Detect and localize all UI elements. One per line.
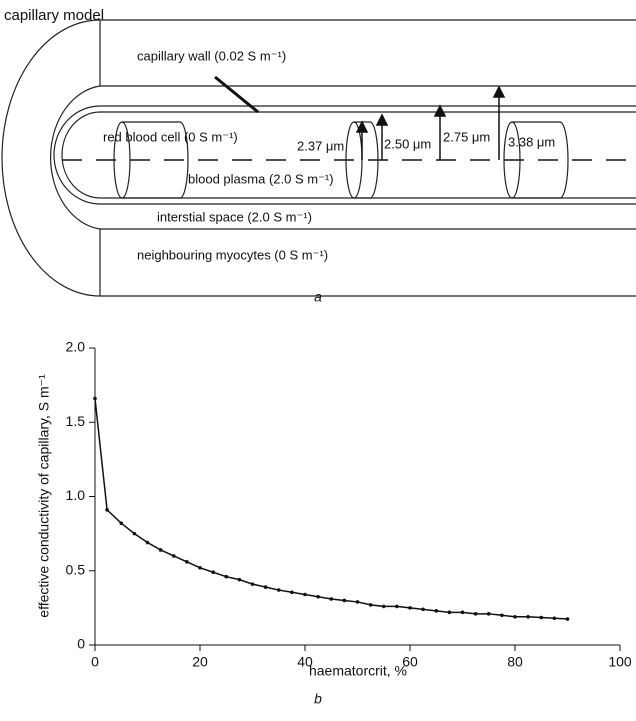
x-axis-label: haematorcrit, % [309,663,407,679]
red-cell [113,121,189,199]
data-point [460,610,465,615]
arc [61,111,101,199]
data-point [316,594,320,599]
outer-arc [1,19,101,297]
data-point [158,548,163,552]
label: neighbouring myocytes (0 S m⁻¹) [137,247,328,262]
data-point [198,565,202,570]
x-tick-label: 0 [91,654,99,670]
data-point [486,612,491,616]
data-point [211,570,215,575]
data-point [565,617,570,621]
data-point [526,614,530,619]
label: blood plasma (2.0 S m⁻¹) [188,171,334,186]
data-point [473,612,478,616]
data-point [539,615,544,620]
y-tick-label: 0.5 [66,561,86,577]
data-point [303,592,307,597]
x-tick-label: 20 [192,654,208,670]
y-tick-label: 1.0 [66,487,86,503]
data-point [381,604,386,609]
data-point [263,585,268,589]
red-cell [503,121,569,199]
data-point [552,616,557,621]
data-line [94,398,568,620]
capillary-diagram: capillary model capillary w [1,7,636,305]
data-point [329,597,334,601]
y-tick-label: 2.0 [66,339,86,355]
data-point [237,577,242,582]
arc [53,105,101,205]
data-point [395,604,399,609]
data-point [185,560,189,564]
y-tick-label: 0 [77,636,85,652]
data-point [276,588,281,592]
data-point [224,574,229,579]
data-point [171,554,176,558]
caption: a [314,289,322,305]
data-point [434,609,439,613]
pointer [214,75,259,114]
data-point [93,396,97,401]
data-point [342,598,347,603]
data-point [145,540,150,545]
label: capillary wall (0.02 S m⁻¹) [137,48,286,63]
label: red blood cell (0 S m⁻¹) [103,129,238,144]
diagram-title: capillary model [4,7,104,24]
radius-label: 3.38 μm [508,134,555,149]
data-point [513,614,517,619]
caption: b [314,691,322,707]
data-point [368,603,373,607]
data-point [290,590,294,595]
x-tick-label: 80 [507,654,523,670]
radius-label: 2.37 μm [297,138,344,153]
data-point [119,521,124,526]
x-tick-label: 100 [608,654,632,670]
radius-label: 2.50 μm [384,136,431,151]
label: interstial space (2.0 S m⁻¹) [157,209,312,224]
data-point [421,607,425,612]
data-point [105,508,109,512]
data-point [447,610,452,615]
arc [49,85,101,230]
data-point [500,613,504,618]
radius-label: 2.75 μm [443,129,490,144]
x-tick-label: 40 [297,654,313,670]
x-tick-label: 60 [402,654,418,670]
data-point [132,531,137,536]
data-point [355,600,360,604]
data-point [250,582,255,586]
y-tick-label: 1.5 [66,413,86,429]
data-point [408,606,412,610]
radius-arrows [355,85,506,160]
y-axis-label: effective conductivity of capillary, S m… [36,374,52,618]
chart: haematorcrit, % effective conductivity o… [36,339,632,707]
